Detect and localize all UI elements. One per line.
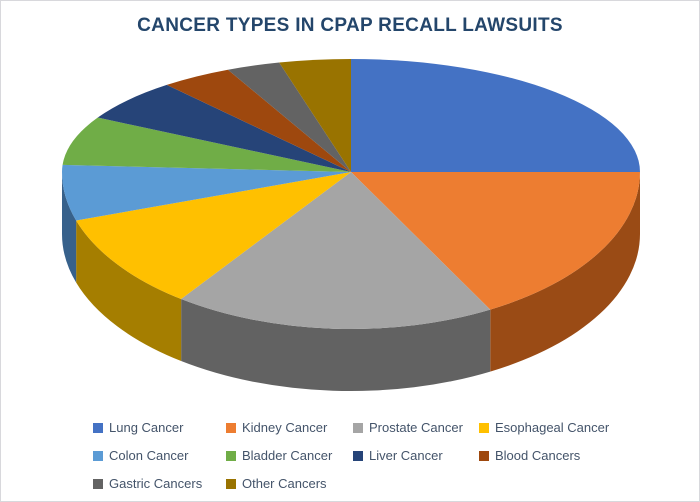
pie-slice-liver-cancer: [97, 84, 351, 172]
legend-item-bladder-cancer: Bladder Cancer: [226, 448, 353, 463]
legend-item-lung-cancer: Lung Cancer: [93, 420, 226, 435]
legend-label: Colon Cancer: [109, 448, 189, 463]
legend-swatch-icon: [93, 478, 103, 489]
legend-item-prostate-cancer: Prostate Cancer: [353, 420, 479, 435]
pie-slice-colon-cancer: [61, 164, 351, 221]
pie-slice-blood-cancers: [166, 69, 351, 172]
pie-slice-other-cancers: [279, 59, 351, 172]
legend-label: Lung Cancer: [109, 420, 184, 435]
legend-swatch-icon: [226, 422, 236, 433]
legend-item-blood-cancers: Blood Cancers: [479, 448, 649, 463]
legend-item-gastric-cancers: Gastric Cancers: [93, 476, 226, 491]
legend-label: Liver Cancer: [369, 448, 443, 463]
legend-label: Esophageal Cancer: [495, 420, 610, 435]
chart-title: CANCER TYPES IN CPAP RECALL LAWSUITS: [137, 15, 563, 36]
pie-slice-side-prostate-cancer: [181, 299, 491, 392]
legend-label: Bladder Cancer: [242, 448, 333, 463]
legend-label: Other Cancers: [242, 476, 327, 491]
pie-slice-bladder-cancer: [62, 117, 351, 172]
legend-swatch-icon: [226, 450, 236, 461]
legend-item-esophageal-cancer: Esophageal Cancer: [479, 420, 649, 435]
legend-label: Blood Cancers: [495, 448, 581, 463]
pie-slice-side-colon-cancer: [61, 172, 77, 283]
legend-swatch-icon: [353, 450, 363, 461]
legend-swatch-icon: [353, 422, 363, 433]
legend-label: Gastric Cancers: [109, 476, 203, 491]
legend-item-kidney-cancer: Kidney Cancer: [226, 420, 353, 435]
legend-swatch-icon: [93, 450, 103, 461]
legend-swatch-icon: [479, 422, 489, 433]
legend-label: Kidney Cancer: [242, 420, 328, 435]
legend-swatch-icon: [93, 422, 103, 433]
legend-item-other-cancers: Other Cancers: [226, 476, 353, 491]
pie-slice-prostate-cancer: [181, 172, 491, 330]
legend-swatch-icon: [479, 450, 489, 461]
pie-slice-gastric-cancers: [227, 62, 351, 172]
pie-slice-lung-cancer: [351, 59, 640, 172]
legend-item-colon-cancer: Colon Cancer: [93, 448, 226, 463]
legend-label: Prostate Cancer: [369, 420, 463, 435]
pie-slice-esophageal-cancer: [76, 172, 351, 300]
legend: Lung Cancer Kidney Cancer Prostate Cancer E…: [93, 420, 649, 491]
legend-item-liver-cancer: Liver Cancer: [353, 448, 479, 463]
pie-slice-kidney-cancer: [351, 172, 641, 310]
pie-slice-side-esophageal-cancer: [76, 220, 182, 362]
pie-slice-side-kidney-cancer: [490, 172, 641, 372]
legend-swatch-icon: [226, 478, 236, 489]
